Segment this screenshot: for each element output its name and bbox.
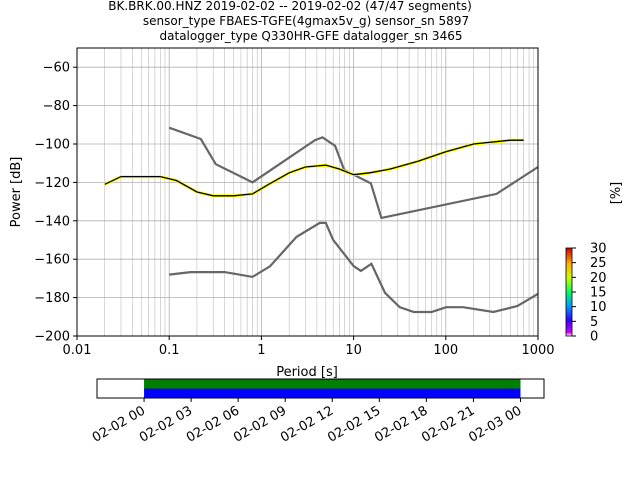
y-tick-label: −160 [34,253,70,268]
colorbar-tick-label: 5 [590,315,598,330]
x-tick-label: 10 [345,343,362,358]
psd-plot-area: 0.01 0.1 1 10 100 1000 −200 −180 −160 −140 −120 −1… [9,47,555,380]
y-tick-label: −60 [43,61,70,76]
colorbar-tick-label: 0 [590,330,598,345]
title-line-1: BK.BRK.00.HNZ 2019-02-02 -- 2019-02-02 (… [108,0,472,13]
timeline-bar [144,388,521,398]
y-tick-label: −140 [34,214,70,229]
title-line-2: sensor_type FBAES-TGFE(4gmax5v_g) sensor… [143,14,469,28]
y-tick-label: −80 [43,99,70,114]
timeline-tick-label: 02-02 03 [137,403,195,445]
plot-frame [76,47,539,337]
x-tick-label: 1 [257,343,265,358]
x-axis-ticks: 0.01 0.1 1 10 100 1000 [63,336,555,358]
y-axis-label: Power [dB] [9,157,24,228]
x-axis-label: Period [s] [276,365,338,380]
timeline-tick-label: 02-02 15 [325,403,383,445]
colorbar-tick-label: 25 [590,256,607,271]
timeline-tick-label: 02-02 06 [184,403,242,445]
timeline-tick-label: 02-03 00 [466,403,524,445]
x-tick-label: 0.01 [63,343,92,358]
series-lines [104,126,539,314]
timeline-tick-label: 02-02 12 [278,403,336,445]
timeline-tick-label: 02-02 00 [90,403,148,445]
y-tick-label: −120 [34,176,70,191]
y-axis-ticks: −200 −180 −160 −140 −120 −100 −80 −60 [34,61,77,345]
timeline-tick-label: 02-02 21 [419,403,477,445]
timeline-tick-label: 02-02 09 [231,403,289,445]
chart-title: BK.BRK.00.HNZ 2019-02-02 -- 2019-02-02 (… [108,0,472,43]
timeline-bars [144,379,521,398]
x-tick-label: 1000 [521,343,554,358]
x-tick-label: 0.1 [159,343,180,358]
colorbar-tick-label: 15 [590,286,607,301]
colorbar-tick-label: 10 [590,300,607,315]
y-tick-label: −180 [34,291,70,306]
noise-model-low-line [169,221,539,314]
y-tick-label: −200 [34,330,70,345]
colorbar-tick-label: 20 [590,271,607,286]
mode-line [104,139,524,197]
noise-model-high-line [168,126,539,220]
x-tick-label: 100 [433,343,458,358]
plot-background [77,48,538,336]
timeline-bar [144,379,521,389]
colorbar-tick-label: 30 [590,242,607,257]
y-tick-label: −100 [34,138,70,153]
colorbar-gradient [565,247,573,337]
title-line-3: datalogger_type Q330HR-GFE datalogger_sn… [160,29,463,43]
timeline-tick-label: 02-02 18 [372,403,430,445]
colorbar-label: [%] [609,182,624,205]
timeline-frame [96,378,545,399]
